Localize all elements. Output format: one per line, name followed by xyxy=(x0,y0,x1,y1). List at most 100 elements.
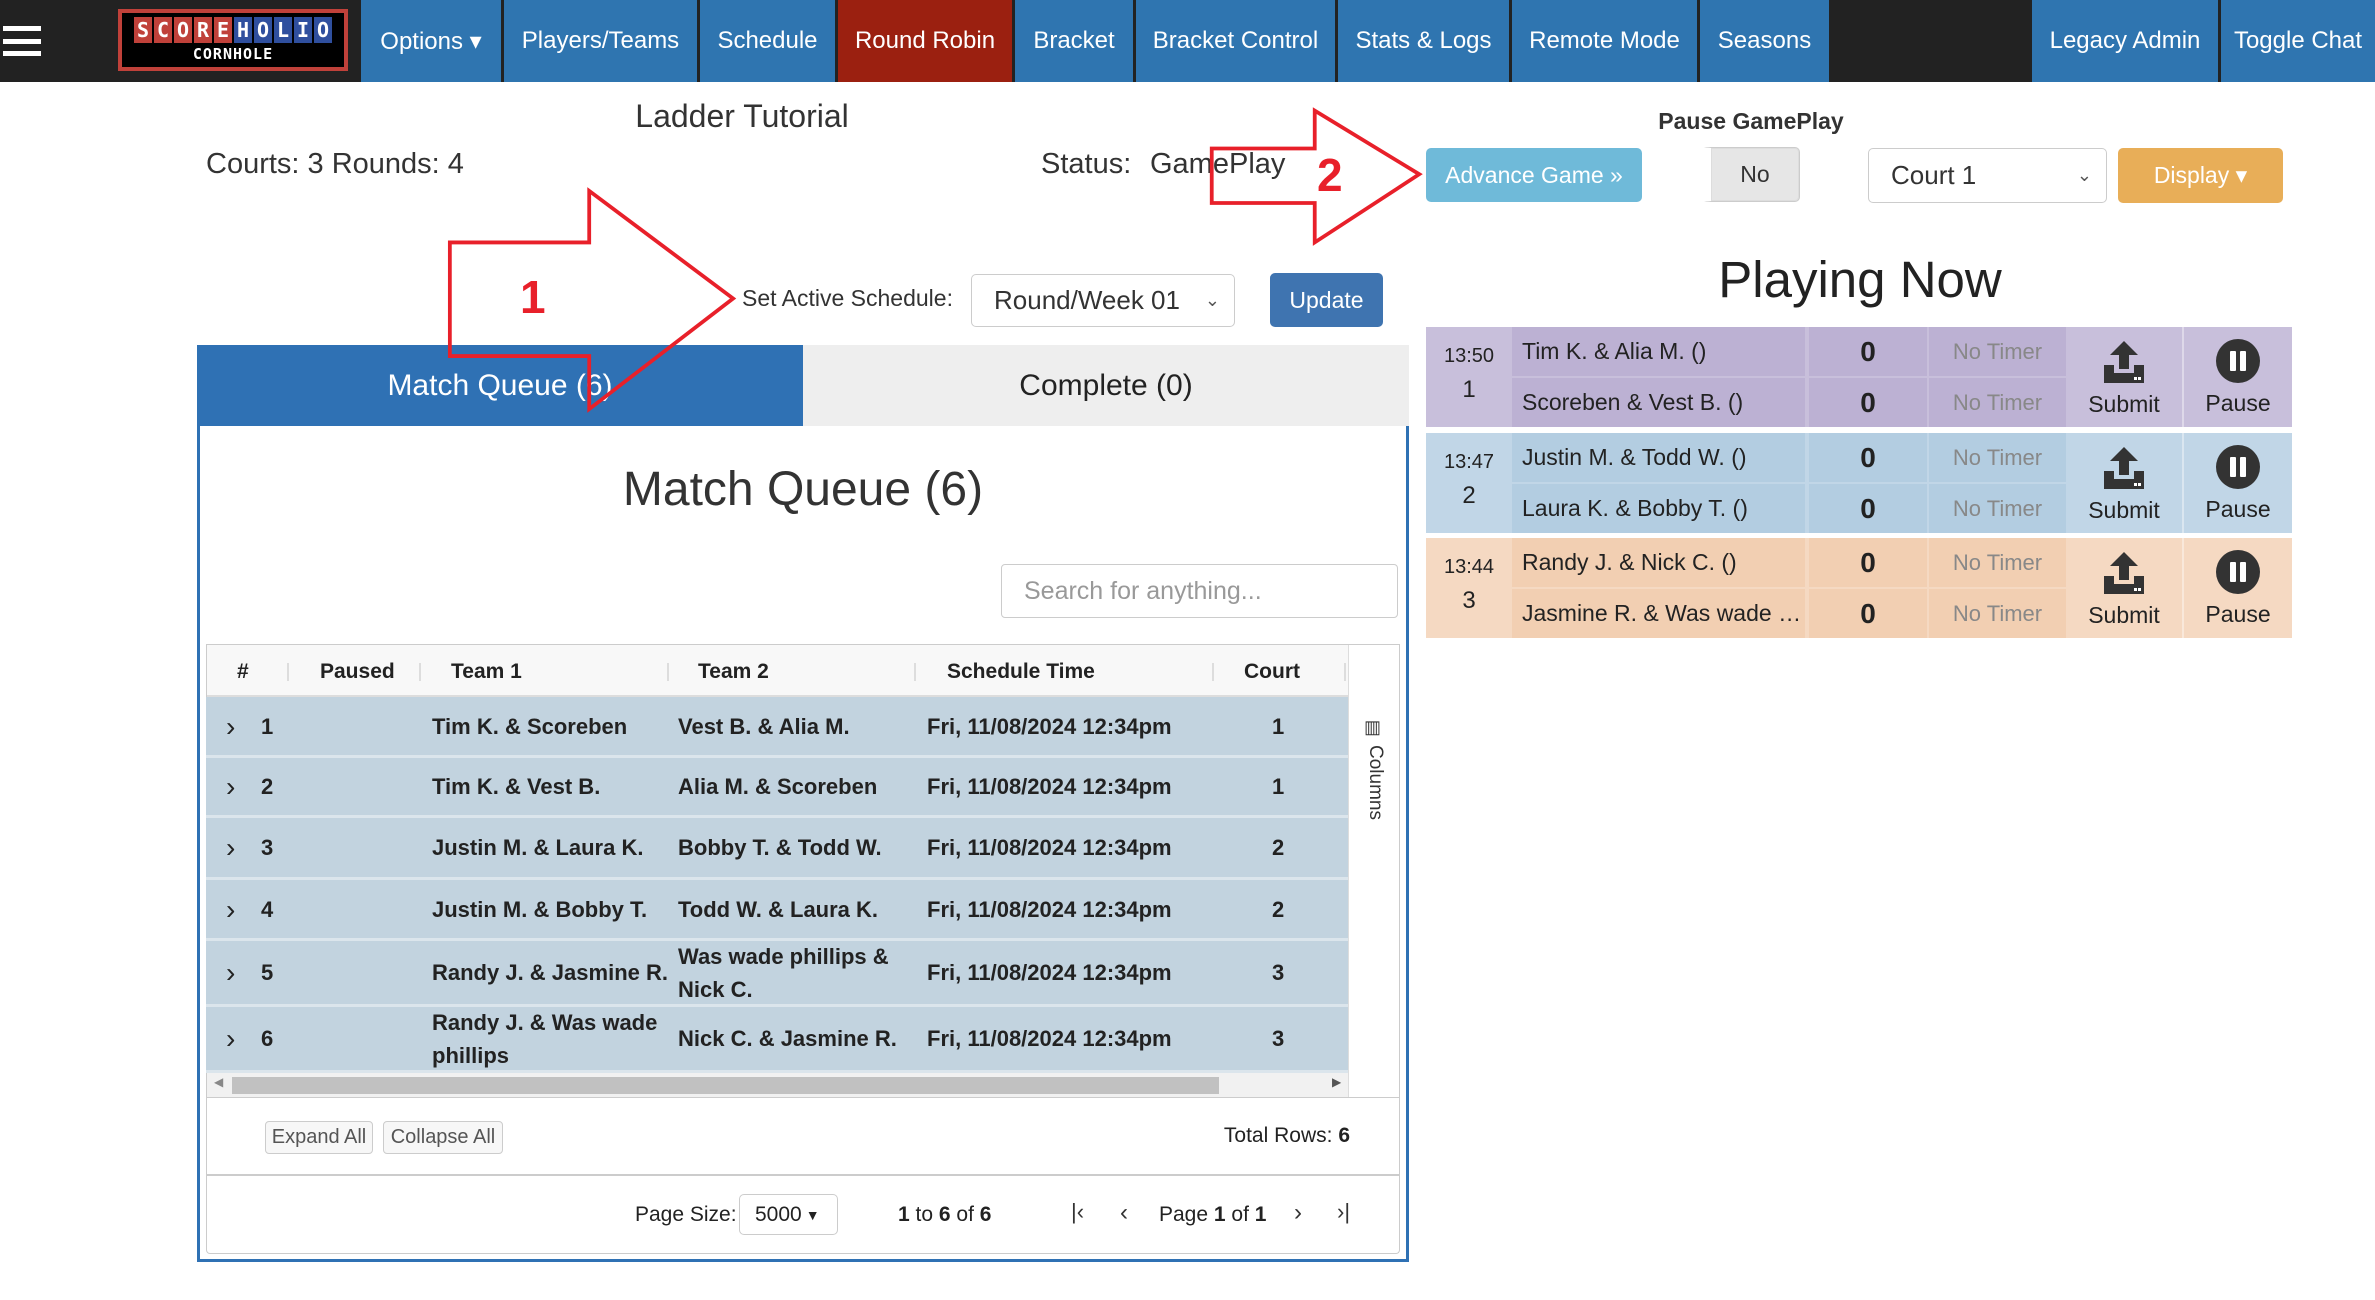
scrollbar-thumb[interactable] xyxy=(232,1077,1219,1094)
status-label: Status: xyxy=(1041,148,1132,180)
footer-divider xyxy=(207,1174,1399,1176)
nav-round-robin[interactable]: Round Robin xyxy=(838,0,1012,82)
row-schedule-time: Fri, 11/08/2024 12:34pm xyxy=(927,1026,1172,1051)
expand-row-chevron-icon[interactable]: › xyxy=(226,1023,236,1054)
logo-letter: H xyxy=(234,17,252,43)
column-header-schedule-time[interactable]: Schedule Time xyxy=(947,659,1095,683)
score-input[interactable]: 0 xyxy=(1809,327,1927,376)
court-select-value: Court 1 xyxy=(1891,160,1977,190)
scroll-left-icon[interactable]: ◀ xyxy=(214,1075,224,1089)
search-input[interactable]: Search for anything... xyxy=(1001,564,1398,618)
submit-button[interactable]: Submit xyxy=(2068,433,2180,533)
pause-button[interactable]: Pause xyxy=(2182,327,2292,427)
first-page-icon[interactable]: |‹ xyxy=(1071,1199,1085,1224)
pause-gameplay-toggle[interactable]: No xyxy=(1701,147,1800,202)
expand-row-chevron-icon[interactable]: › xyxy=(226,893,236,925)
submit-button[interactable]: Submit xyxy=(2068,327,2180,427)
grid-footer xyxy=(206,1098,1400,1254)
display-dropdown-button[interactable]: Display ▾ xyxy=(2118,148,2283,203)
score-input[interactable]: 0 xyxy=(1809,484,1927,533)
row-number: 4 xyxy=(261,896,274,922)
team-name: Tim K. & Alia M. () xyxy=(1512,327,1805,376)
nav-toggle-chat[interactable]: Toggle Chat xyxy=(2221,0,2375,82)
update-button[interactable]: Update xyxy=(1270,273,1383,327)
nav-stats-logs[interactable]: Stats & Logs xyxy=(1338,0,1509,82)
team-name: Laura K. & Bobby T. () xyxy=(1512,484,1805,533)
tab-match-queue[interactable]: Match Queue (6) xyxy=(197,345,803,426)
match-court-number: 2 xyxy=(1462,482,1476,509)
logo-letter: I xyxy=(294,17,312,43)
row-court: 1 xyxy=(1272,713,1285,739)
column-header-team2[interactable]: Team 2 xyxy=(698,659,769,683)
row-court: 2 xyxy=(1272,896,1285,922)
column-header-court[interactable]: Court xyxy=(1244,659,1300,683)
upload-icon xyxy=(2100,337,2148,391)
nav-remote-mode[interactable]: Remote Mode xyxy=(1512,0,1697,82)
row-team2: Nick C. & Jasmine R. xyxy=(678,1026,897,1051)
row-court: 3 xyxy=(1272,960,1285,985)
logo-letter: E xyxy=(214,17,232,43)
timer-status: No Timer xyxy=(1929,484,2066,533)
table-row[interactable]: › 5 Randy J. & Jasmine R. Was wade phillips… xyxy=(206,941,1348,1007)
horizontal-scrollbar[interactable]: ◀ ▶ xyxy=(207,1073,1348,1097)
columns-side-panel[interactable]: ▥ Columns xyxy=(1348,645,1399,1097)
match-start-time: 13:50 xyxy=(1443,344,1495,367)
table-row[interactable]: › 2 Tim K. & Vest B. Alia M. & Scoreben Fri,… xyxy=(206,758,1348,818)
schedule-select[interactable]: Round/Week 01 ⌄ xyxy=(971,274,1235,327)
table-row[interactable]: › 3 Justin M. & Laura K. Bobby T. & Todd W.… xyxy=(206,818,1348,880)
court-select[interactable]: Court 1 ⌄ xyxy=(1868,148,2107,203)
expand-row-chevron-icon[interactable]: › xyxy=(226,957,236,988)
table-row[interactable]: › 1 Tim K. & Scoreben Vest B. & Alia M. Fri,… xyxy=(206,697,1348,758)
nav-legacy-admin[interactable]: Legacy Admin xyxy=(2032,0,2218,82)
column-header-num[interactable]: # xyxy=(237,659,249,683)
pause-button[interactable]: Pause xyxy=(2182,538,2292,638)
submit-button[interactable]: Submit xyxy=(2068,538,2180,638)
match-start-time: 13:47 xyxy=(1443,450,1495,473)
last-page-icon[interactable]: ›| xyxy=(1337,1199,1351,1224)
row-team1: Randy J. & Jasmine R. xyxy=(432,960,668,985)
pause-button[interactable]: Pause xyxy=(2182,433,2292,533)
timer-status: No Timer xyxy=(1929,538,2066,587)
row-team1: Randy J. & Was wade phillips xyxy=(432,1009,658,1068)
nav-bracket-control[interactable]: Bracket Control xyxy=(1136,0,1335,82)
team-name: Randy J. & Nick C. () xyxy=(1512,538,1805,587)
expand-row-chevron-icon[interactable]: › xyxy=(226,771,236,802)
score-input[interactable]: 0 xyxy=(1809,378,1927,427)
row-range: 1 to 6 of 6 xyxy=(898,1203,992,1226)
advance-game-button[interactable]: Advance Game » xyxy=(1426,148,1642,202)
row-team1: Tim K. & Vest B. xyxy=(432,774,601,799)
annotation-label-2: 2 xyxy=(1317,149,1343,201)
nav-players-teams[interactable]: Players/Teams xyxy=(504,0,697,82)
logo-letter: C xyxy=(154,17,172,43)
nav-options[interactable]: Options ▾ xyxy=(361,0,501,82)
expand-row-chevron-icon[interactable]: › xyxy=(226,832,236,863)
next-page-icon[interactable]: › xyxy=(1294,1199,1302,1226)
tab-complete[interactable]: Complete (0) xyxy=(803,345,1409,426)
nav-schedule[interactable]: Schedule xyxy=(700,0,835,82)
scroll-right-icon[interactable]: ▶ xyxy=(1332,1075,1342,1089)
column-header-team1[interactable]: Team 1 xyxy=(451,659,522,683)
page-indicator: Page 1 of 1 xyxy=(1159,1203,1267,1226)
page-size-select[interactable]: 5000 ▼ xyxy=(739,1194,838,1235)
hamburger-menu-icon[interactable] xyxy=(3,26,41,56)
pause-icon xyxy=(2215,444,2261,496)
total-rows-label: Total Rows: xyxy=(1223,1124,1333,1147)
score-input[interactable]: 0 xyxy=(1809,538,1927,587)
grid-header: # Paused Team 1 Team 2 Schedule Time Cou… xyxy=(207,645,1348,697)
row-team1: Tim K. & Scoreben xyxy=(432,713,628,739)
logo-subtitle: CORNHOLE xyxy=(192,45,274,63)
nav-seasons[interactable]: Seasons xyxy=(1700,0,1829,82)
upload-icon xyxy=(2100,443,2148,497)
collapse-all-button[interactable]: Collapse All xyxy=(383,1121,503,1154)
column-header-paused[interactable]: Paused xyxy=(320,659,395,683)
prev-page-icon[interactable]: ‹ xyxy=(1120,1199,1128,1226)
expand-all-button[interactable]: Expand All xyxy=(265,1121,373,1154)
table-row[interactable]: › 4 Justin M. & Bobby T. Todd W. & Laura K.… xyxy=(206,880,1348,941)
table-row[interactable]: › 6 Randy J. & Was wade phillips Nick C. & … xyxy=(206,1007,1348,1073)
expand-row-chevron-icon[interactable]: › xyxy=(226,710,236,742)
nav-bracket[interactable]: Bracket xyxy=(1015,0,1133,82)
score-input[interactable]: 0 xyxy=(1809,589,1927,638)
logo-letter: L xyxy=(274,17,292,43)
score-input[interactable]: 0 xyxy=(1809,433,1927,482)
